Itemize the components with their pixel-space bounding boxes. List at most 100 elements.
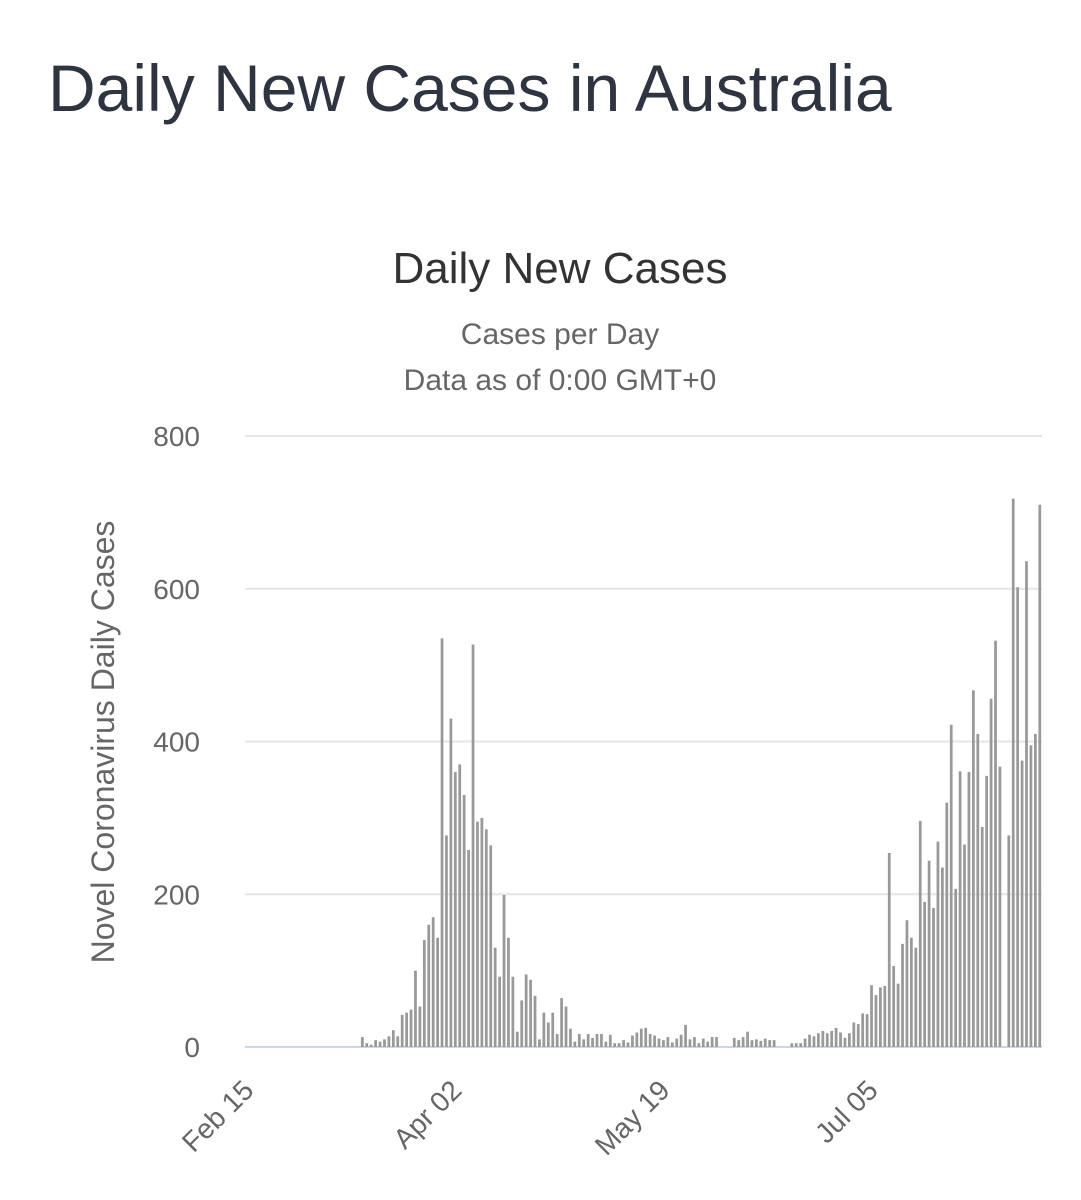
bar[interactable] — [569, 1028, 572, 1047]
bar[interactable] — [418, 1006, 422, 1047]
bar[interactable] — [631, 1035, 634, 1047]
bar[interactable] — [586, 1034, 590, 1047]
bar[interactable] — [1020, 760, 1024, 1047]
bar[interactable] — [617, 1043, 621, 1047]
bar[interactable] — [958, 771, 962, 1047]
bar[interactable] — [693, 1037, 696, 1047]
bar[interactable] — [414, 970, 417, 1047]
bar[interactable] — [843, 1037, 847, 1047]
bar[interactable] — [573, 1041, 577, 1047]
bar[interactable] — [710, 1037, 714, 1047]
bar[interactable] — [560, 998, 563, 1047]
bar[interactable] — [803, 1038, 807, 1047]
bar[interactable] — [861, 1013, 865, 1047]
bar[interactable] — [666, 1037, 670, 1047]
bar[interactable] — [657, 1038, 661, 1047]
bar[interactable] — [768, 1040, 772, 1047]
bar[interactable] — [927, 860, 931, 1047]
bar[interactable] — [688, 1039, 692, 1047]
bar[interactable] — [945, 802, 949, 1047]
bar[interactable] — [445, 835, 448, 1047]
bar[interactable] — [794, 1043, 798, 1047]
bar[interactable] — [808, 1034, 811, 1047]
bar[interactable] — [524, 974, 528, 1047]
bar[interactable] — [976, 733, 980, 1047]
bar[interactable] — [626, 1042, 630, 1047]
bar[interactable] — [679, 1034, 683, 1047]
bar[interactable] — [980, 827, 984, 1047]
bar[interactable] — [870, 985, 873, 1047]
bar[interactable] — [431, 917, 435, 1047]
bar[interactable] — [484, 829, 488, 1047]
bar[interactable] — [498, 976, 501, 1047]
bar[interactable] — [741, 1037, 745, 1047]
bar[interactable] — [378, 1041, 382, 1047]
bar[interactable] — [489, 845, 493, 1047]
bar[interactable] — [799, 1043, 803, 1047]
bar[interactable] — [374, 1040, 377, 1047]
bar[interactable] — [511, 976, 515, 1047]
bar[interactable] — [458, 764, 462, 1047]
bar[interactable] — [436, 937, 439, 1047]
bar[interactable] — [989, 698, 993, 1047]
bar[interactable] — [737, 1040, 741, 1047]
bar[interactable] — [391, 1030, 395, 1047]
bar[interactable] — [932, 907, 935, 1047]
bar[interactable] — [697, 1043, 701, 1047]
bar[interactable] — [542, 1012, 546, 1047]
bar[interactable] — [830, 1030, 834, 1047]
bar[interactable] — [971, 690, 975, 1047]
bar[interactable] — [635, 1032, 639, 1047]
bar[interactable] — [675, 1038, 679, 1047]
bar[interactable] — [644, 1027, 648, 1047]
bar[interactable] — [1016, 587, 1020, 1047]
bar[interactable] — [476, 821, 479, 1047]
bar[interactable] — [848, 1033, 851, 1047]
bar[interactable] — [1007, 835, 1011, 1047]
bar[interactable] — [746, 1031, 749, 1047]
bar[interactable] — [555, 1034, 559, 1047]
bar[interactable] — [502, 895, 506, 1047]
bar[interactable] — [622, 1040, 625, 1047]
bar[interactable] — [551, 1012, 555, 1047]
bar[interactable] — [467, 849, 470, 1047]
bar[interactable] — [595, 1034, 599, 1047]
bar[interactable] — [910, 937, 913, 1047]
bar[interactable] — [453, 772, 457, 1047]
bar[interactable] — [409, 1009, 413, 1047]
bar[interactable] — [600, 1034, 603, 1047]
bar[interactable] — [812, 1036, 816, 1047]
bar[interactable] — [755, 1039, 758, 1047]
bar[interactable] — [1033, 733, 1037, 1047]
bar[interactable] — [963, 844, 966, 1047]
bar[interactable] — [564, 1006, 568, 1047]
bar[interactable] — [533, 995, 537, 1047]
bar[interactable] — [400, 1014, 404, 1047]
bar[interactable] — [998, 766, 1002, 1047]
bar[interactable] — [591, 1037, 594, 1047]
bar[interactable] — [923, 901, 927, 1047]
bar[interactable] — [471, 644, 475, 1047]
bar[interactable] — [817, 1033, 820, 1047]
bar[interactable] — [507, 937, 510, 1047]
bar[interactable] — [874, 995, 878, 1047]
bar[interactable] — [772, 1040, 776, 1047]
bar[interactable] — [684, 1024, 687, 1047]
bar[interactable] — [852, 1022, 856, 1047]
bar[interactable] — [427, 924, 431, 1047]
bar[interactable] — [440, 638, 444, 1047]
bar[interactable] — [387, 1036, 391, 1047]
bar[interactable] — [865, 1014, 869, 1047]
bar[interactable] — [396, 1036, 400, 1047]
bar[interactable] — [520, 1000, 524, 1047]
bar[interactable] — [967, 772, 971, 1047]
bar[interactable] — [715, 1037, 718, 1047]
bar[interactable] — [449, 718, 453, 1047]
bar[interactable] — [648, 1034, 652, 1047]
bar[interactable] — [825, 1033, 829, 1047]
bar[interactable] — [653, 1035, 656, 1047]
bar[interactable] — [936, 841, 940, 1047]
bar[interactable] — [887, 853, 891, 1047]
bar[interactable] — [706, 1041, 710, 1047]
bar[interactable] — [732, 1037, 736, 1047]
